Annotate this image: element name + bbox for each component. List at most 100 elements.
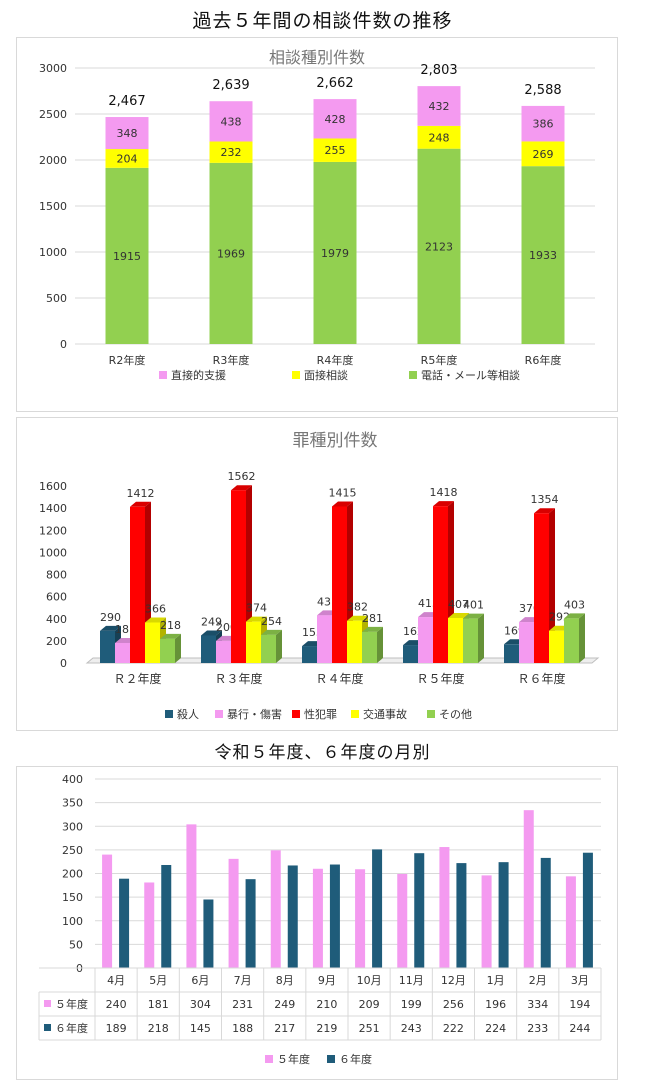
table-cell: 181 [148, 998, 169, 1011]
bar [418, 617, 433, 663]
consultation-type-chart: 相談種別件数 0 500 1000 1500 2000 2500 3000 1915 204 348… [39, 48, 595, 382]
data-label: 1412 [127, 487, 155, 500]
legend-label: 電話・メール等相談 [421, 368, 520, 382]
bar-side [175, 633, 181, 663]
data-label: 248 [429, 131, 450, 144]
bar-top [463, 613, 484, 619]
data-label: 428 [325, 113, 346, 126]
bar [549, 630, 564, 663]
table-cell: 334 [527, 998, 548, 1011]
monthly-chart-panel: 0501001502002503003504004月5月6月7月8月9月10月1… [16, 766, 618, 1080]
table-cell: 194 [569, 998, 590, 1011]
bar [448, 617, 463, 663]
table-legend-swatch [44, 1000, 51, 1007]
bar-1 [270, 850, 281, 968]
y-tick-label: 1600 [39, 480, 67, 493]
y-tick-label: 2000 [39, 154, 67, 167]
x-tick-label: R3年度 [213, 353, 250, 367]
table-cell: 240 [106, 998, 127, 1011]
bar-segment-3 [105, 117, 149, 150]
bar [246, 621, 261, 663]
y-tick-label: 600 [46, 591, 67, 604]
monthly-section-title: 令和５年度、６年度の月別 [214, 743, 431, 763]
table-cell: 210 [316, 998, 337, 1011]
bar-2 [456, 863, 467, 968]
table-cell: 304 [190, 998, 211, 1011]
bar [564, 618, 579, 663]
bar-2 [540, 857, 551, 968]
legend-label: その他 [439, 708, 472, 721]
bar-2 [414, 853, 425, 968]
monthly-chart: 0501001502002503003504004月5月6月7月8月9月10月1… [38, 773, 602, 1066]
x-tick-label: R6年度 [525, 353, 562, 367]
y-tick-label: 1000 [39, 546, 67, 559]
table-cell: 217 [274, 1022, 295, 1035]
table-cell: 224 [485, 1022, 506, 1035]
bar [231, 490, 246, 663]
bar-2 [329, 864, 340, 968]
data-label: 1933 [529, 249, 557, 262]
bar-2 [287, 865, 298, 968]
legend-swatch [351, 710, 359, 718]
bar-2 [582, 852, 593, 968]
y-tick-label: 3000 [39, 62, 67, 75]
bar-2 [119, 878, 130, 968]
legend-label: 交通事故 [363, 707, 407, 721]
bar-1 [439, 847, 450, 968]
x-tick-label: Ｒ４年度 [315, 671, 363, 686]
x-tick-label: Ｒ２年度 [113, 671, 161, 686]
data-label: 1354 [531, 493, 559, 506]
bar-segment-1 [209, 162, 253, 344]
bar [160, 638, 175, 663]
bar [317, 615, 332, 663]
data-label: 432 [429, 100, 450, 113]
bar-top [448, 612, 469, 618]
bar-top [564, 613, 585, 619]
bar [332, 506, 347, 663]
legend-label: 面接相談 [304, 368, 348, 382]
x-tick-label: 6月 [191, 974, 209, 987]
x-tick-label: 9月 [318, 974, 336, 987]
bar [433, 506, 448, 663]
legend-swatch [215, 710, 223, 718]
bar [145, 622, 160, 663]
page-title: 過去５年間の相談件数の推移 [192, 10, 453, 32]
data-label: 1562 [228, 470, 256, 483]
y-tick-label: 200 [46, 635, 67, 648]
bar [362, 631, 377, 663]
chart-title: 相談種別件数 [269, 48, 365, 67]
x-tick-label: 5月 [149, 974, 167, 987]
legend-swatch [409, 371, 417, 379]
x-tick-label: 12月 [441, 974, 466, 987]
bar-top [160, 633, 181, 639]
legend-swatch [265, 1055, 273, 1063]
y-tick-label: 200 [62, 868, 83, 881]
data-label: 1915 [113, 250, 141, 263]
table-cell: 188 [232, 1022, 253, 1035]
bar-side [478, 613, 484, 663]
legend-swatch [292, 710, 300, 718]
bar-1 [565, 876, 576, 968]
table-cell: 209 [359, 998, 380, 1011]
data-label: 407 [448, 598, 469, 611]
legend-label: 性犯罪 [304, 707, 337, 721]
table-cell: 233 [527, 1022, 548, 1035]
y-tick-label: 1000 [39, 246, 67, 259]
x-tick-label: 10月 [357, 974, 382, 987]
x-tick-label: 7月 [234, 974, 252, 987]
legend-label: 殺人 [177, 707, 199, 721]
total-label: 2,662 [316, 76, 353, 91]
bar-2 [372, 849, 383, 968]
consultation-type-chart-panel: 相談種別件数 0 500 1000 1500 2000 2500 3000 1915 204 348… [16, 37, 618, 412]
x-tick-label: 2月 [529, 974, 547, 987]
table-cell: 244 [569, 1022, 590, 1035]
bar [403, 645, 418, 663]
bar-top [433, 501, 454, 507]
bar [534, 513, 549, 663]
bar-top [362, 626, 383, 632]
table-cell: 196 [485, 998, 506, 1011]
data-label: 232 [221, 146, 242, 159]
bar-side [579, 613, 585, 663]
bar [463, 618, 478, 663]
table-cell: 218 [148, 1022, 169, 1035]
